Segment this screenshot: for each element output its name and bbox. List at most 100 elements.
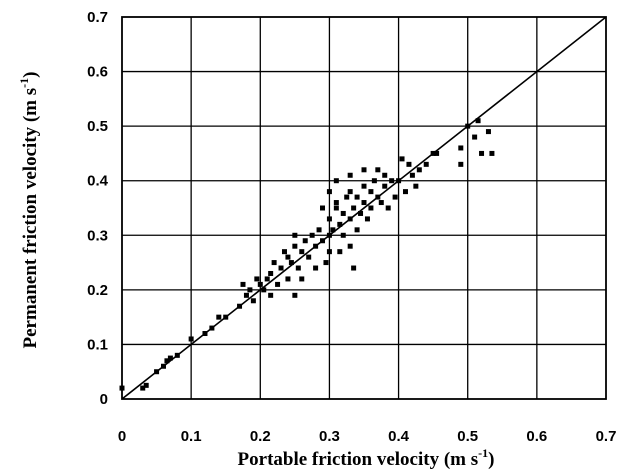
data-point	[281, 249, 287, 255]
data-point	[361, 200, 367, 206]
data-point	[333, 205, 339, 211]
data-point	[326, 232, 332, 238]
data-point	[247, 287, 253, 293]
data-point	[316, 227, 322, 233]
data-point	[406, 161, 412, 167]
data-point	[292, 243, 298, 249]
x-tick-label: 0.1	[181, 428, 202, 445]
data-point	[209, 325, 215, 331]
data-point	[188, 336, 194, 342]
y-axis-ticks: 0 0.1 0.2 0.3 0.4 0.5 0.6 0.7	[87, 9, 109, 408]
data-point	[354, 194, 360, 200]
data-point	[364, 216, 370, 222]
data-point	[351, 265, 357, 271]
data-point	[385, 205, 391, 211]
data-point	[465, 123, 471, 129]
data-point	[302, 238, 308, 244]
data-point	[313, 243, 319, 249]
x-axis-label-sup: -1	[478, 446, 488, 460]
data-point	[143, 382, 149, 388]
data-point	[347, 216, 353, 222]
x-tick-label: 0.7	[596, 428, 617, 445]
data-point	[368, 205, 374, 211]
data-points	[119, 118, 495, 391]
data-point	[337, 249, 343, 255]
data-point	[489, 150, 495, 156]
data-point	[292, 292, 298, 298]
data-point	[243, 292, 249, 298]
data-point	[250, 298, 256, 304]
data-point	[485, 129, 491, 135]
data-point	[354, 227, 360, 233]
data-point	[458, 161, 464, 167]
x-tick-label: 0.5	[457, 428, 478, 445]
y-tick-label: 0.7	[87, 9, 108, 26]
data-point	[323, 260, 329, 266]
data-point	[382, 183, 388, 189]
data-point	[409, 172, 415, 178]
plot-frame	[121, 16, 607, 400]
y-tick-label: 0.2	[87, 282, 108, 299]
y-axis-label: Permanent friction velocity (m s-1)	[17, 72, 41, 349]
data-point	[434, 150, 440, 156]
data-point	[202, 331, 208, 337]
data-point	[361, 167, 367, 173]
data-point	[378, 200, 384, 206]
y-axis-label-main: Permanent friction velocity (m s	[20, 88, 41, 349]
data-point	[278, 265, 284, 271]
data-point	[292, 232, 298, 238]
data-point	[340, 210, 346, 216]
data-point	[288, 260, 294, 266]
data-point	[154, 369, 160, 375]
data-point	[299, 249, 305, 255]
data-point	[254, 276, 260, 282]
data-point	[285, 254, 291, 260]
x-tick-label: 0.6	[526, 428, 547, 445]
data-point	[423, 161, 429, 167]
data-point	[275, 281, 281, 287]
grid-lines	[122, 17, 606, 399]
data-point	[344, 194, 350, 200]
y-tick-label: 0.6	[87, 64, 108, 81]
data-point	[368, 189, 374, 195]
y-tick-label: 0.3	[87, 227, 108, 244]
data-point	[361, 183, 367, 189]
data-point	[271, 260, 277, 266]
x-tick-label: 0	[118, 428, 126, 445]
data-point	[257, 281, 263, 287]
data-point	[140, 385, 146, 391]
x-tick-label: 0.2	[250, 428, 271, 445]
data-point	[295, 265, 301, 271]
data-point	[392, 194, 398, 200]
data-point	[320, 238, 326, 244]
plot-border	[121, 16, 607, 400]
data-point	[389, 178, 395, 184]
data-point	[472, 134, 478, 140]
data-point	[479, 150, 485, 156]
data-point	[413, 183, 419, 189]
y-tick-label: 0	[100, 391, 108, 408]
data-point	[160, 363, 166, 369]
data-point	[216, 314, 222, 320]
data-point	[313, 265, 319, 271]
y-axis-label-sup: -1	[17, 78, 31, 88]
data-point	[306, 254, 312, 260]
data-point	[375, 194, 381, 200]
data-point	[309, 232, 315, 238]
x-tick-label: 0.3	[319, 428, 340, 445]
data-point	[333, 178, 339, 184]
data-point	[475, 118, 481, 124]
data-point	[320, 205, 326, 211]
x-axis-ticks: 0 0.1 0.2 0.3 0.4 0.5 0.6 0.7	[118, 428, 617, 445]
data-point	[326, 189, 332, 195]
data-point	[268, 270, 274, 276]
data-point	[347, 243, 353, 249]
data-point	[237, 303, 243, 309]
data-point	[174, 352, 180, 358]
data-point	[223, 314, 229, 320]
data-point	[416, 167, 422, 173]
data-point	[430, 150, 436, 156]
x-axis-label: Portable friction velocity (m s-1)	[238, 446, 495, 470]
data-point	[396, 178, 402, 184]
